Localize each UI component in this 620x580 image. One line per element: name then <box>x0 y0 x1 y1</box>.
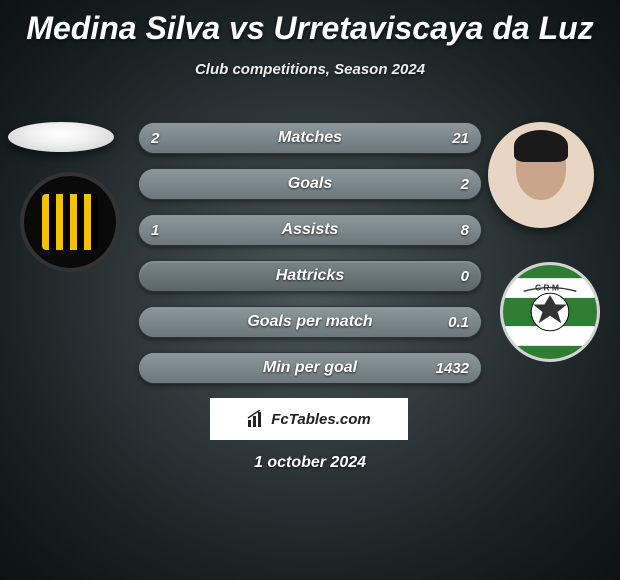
stat-row: Min per goal 1432 <box>138 352 482 384</box>
stat-value-right: 8 <box>461 215 469 245</box>
stat-value-right: 1432 <box>436 353 469 383</box>
stat-value-right: 2 <box>461 169 469 199</box>
stat-row: Goals 2 <box>138 168 482 200</box>
stat-row: 1 Assists 8 <box>138 214 482 246</box>
stat-row: 2 Matches 21 <box>138 122 482 154</box>
stat-label: Min per goal <box>139 353 481 383</box>
date-text: 1 october 2024 <box>0 454 620 472</box>
stat-label: Matches <box>139 123 481 153</box>
stat-label: Hattricks <box>139 261 481 291</box>
club-left-badge <box>20 172 120 272</box>
stat-label: Goals per match <box>139 307 481 337</box>
svg-text:C R M: C R M <box>535 282 559 292</box>
stat-row: Hattricks 0 <box>138 260 482 292</box>
stats-bars: 2 Matches 21 Goals 2 1 Assists 8 Hattric… <box>138 122 482 398</box>
page-title: Medina Silva vs Urretaviscaya da Luz <box>0 0 620 47</box>
logo-text: FcTables.com <box>271 411 370 428</box>
club-right-badge: C R M <box>500 262 600 362</box>
stat-value-right: 0 <box>461 261 469 291</box>
player-right-avatar <box>488 122 594 228</box>
fctables-logo: FcTables.com <box>210 398 408 440</box>
stat-value-right: 0.1 <box>448 307 469 337</box>
stat-label: Assists <box>139 215 481 245</box>
player-left-avatar <box>8 122 114 152</box>
stat-row: Goals per match 0.1 <box>138 306 482 338</box>
page-subtitle: Club competitions, Season 2024 <box>0 61 620 78</box>
stat-value-right: 21 <box>452 123 469 153</box>
chart-icon <box>247 410 265 428</box>
stat-label: Goals <box>139 169 481 199</box>
